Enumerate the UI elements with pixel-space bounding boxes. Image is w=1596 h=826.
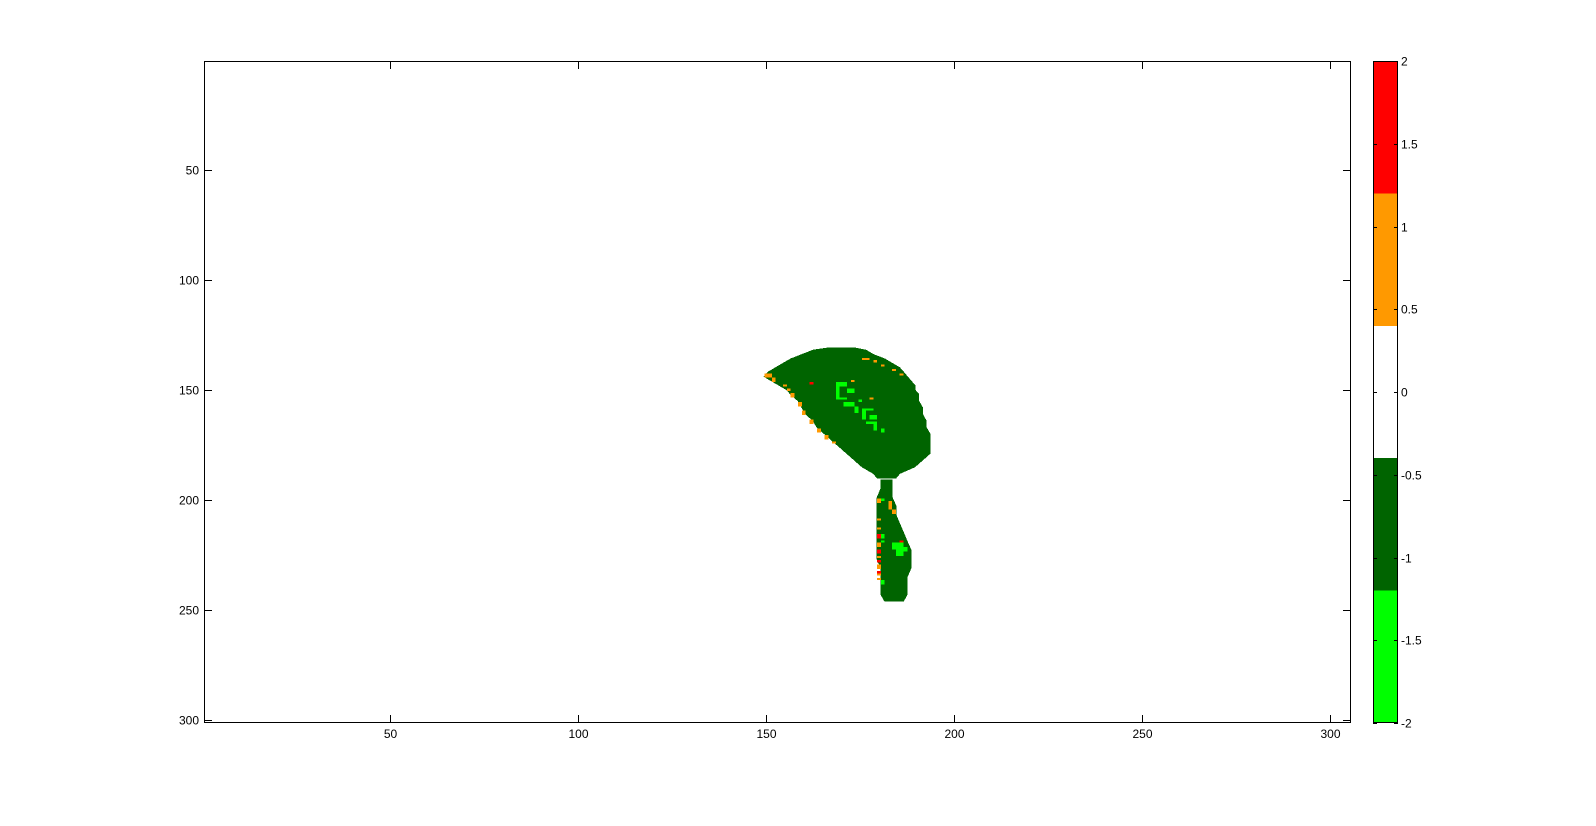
heatmap-cell <box>877 533 881 539</box>
heatmap-cell <box>899 373 904 376</box>
heatmap-cell <box>880 364 885 367</box>
heatmap-cell <box>869 397 874 400</box>
heatmap-cell <box>880 533 885 539</box>
heatmap-cell <box>877 542 881 548</box>
colorbar-tick-label: 1.5 <box>1401 138 1418 152</box>
heatmap-cell <box>850 379 855 383</box>
heatmap-cell <box>880 498 885 501</box>
heatmap-cell <box>877 549 881 554</box>
y-tick-label: 100 <box>179 274 199 288</box>
heatmap-cell <box>877 573 881 576</box>
x-tick-label: 200 <box>944 727 964 741</box>
y-tick-label: 250 <box>179 604 199 618</box>
heatmap-cell <box>854 406 859 413</box>
heatmap-cell <box>880 428 885 433</box>
heatmap-cell <box>835 397 848 400</box>
heatmap-cell <box>877 564 881 569</box>
colorbar-tick-label: -1 <box>1401 552 1412 566</box>
heatmap-cell <box>903 547 908 552</box>
heatmap-cell <box>892 542 904 550</box>
heatmap-cell <box>843 401 855 407</box>
x-tick-label: 150 <box>756 727 776 741</box>
heatmap-cell <box>771 377 776 383</box>
axes-box <box>204 61 1351 723</box>
heatmap-cell <box>877 498 881 504</box>
heatmap-cell <box>798 401 802 407</box>
colorbar-band <box>1373 590 1398 723</box>
colorbar-tick-label: -2 <box>1401 717 1412 731</box>
heatmap-plot-area <box>763 347 931 602</box>
heatmap-cell <box>817 428 821 433</box>
heatmap-cell <box>862 410 866 420</box>
heatmap-cell <box>877 571 881 574</box>
heatmap-cell <box>877 560 881 563</box>
heatmap-cell <box>873 423 878 431</box>
heatmap-cell <box>858 399 863 402</box>
heatmap-cell <box>869 415 878 420</box>
heatmap-cell <box>786 388 791 391</box>
heatmap-region-stem <box>876 479 912 602</box>
x-tick-label: 100 <box>568 727 588 741</box>
heatmap-region-main-lobe <box>763 347 931 479</box>
heatmap-cell <box>873 360 878 363</box>
colorbar-band <box>1373 61 1398 194</box>
x-tick-label: 250 <box>1132 727 1152 741</box>
heatmap-cell <box>892 368 896 372</box>
y-tick-label: 300 <box>179 714 199 728</box>
heatmap-cell <box>888 500 893 510</box>
heatmap-cell <box>835 386 840 398</box>
x-tick-label: 50 <box>384 727 398 741</box>
y-tick-label: 50 <box>186 164 200 178</box>
heatmap-cell <box>801 410 806 416</box>
colorbar-tick-label: -1.5 <box>1401 634 1422 648</box>
heatmap-cell <box>877 555 881 559</box>
heatmap-cell <box>835 382 848 387</box>
colorbar-band <box>1373 458 1398 591</box>
y-tick-label: 150 <box>179 384 199 398</box>
colorbar-tick-label: 0.5 <box>1401 303 1418 317</box>
heatmap-cell <box>790 393 795 398</box>
heatmap-cell <box>880 540 885 543</box>
heatmap-axes: 50 100 150 200 250 300 50 100 150 200 250 300 <box>179 61 1351 741</box>
heatmap-cell <box>865 421 878 424</box>
colorbar-tick-label: 2 <box>1401 55 1408 69</box>
heatmap-cell <box>847 388 855 394</box>
colorbar-tick-label: 0 <box>1401 386 1408 400</box>
heatmap-cell <box>764 373 772 378</box>
heatmap-cell <box>862 408 874 411</box>
colorbar-tick-label: 1 <box>1401 221 1408 235</box>
heatmap-cell <box>824 434 829 440</box>
heatmap-cell <box>809 382 814 385</box>
heatmap-cell <box>896 549 904 556</box>
heatmap-cell <box>877 577 881 580</box>
heatmap-cell <box>809 419 814 424</box>
heatmap-cell <box>880 580 885 585</box>
y-tick-label: 200 <box>179 494 199 508</box>
colorbar: 2 1.5 1 0.5 0 -0.5 -1 -1.5 -2 <box>1373 55 1422 731</box>
colorbar-band <box>1373 325 1398 459</box>
x-tick-label: 300 <box>1320 727 1340 741</box>
heatmap-cell <box>877 527 881 530</box>
colorbar-tick-label: -0.5 <box>1401 469 1422 483</box>
colorbar-band <box>1373 193 1398 326</box>
heatmap-cell <box>862 357 870 361</box>
heatmap-cell <box>877 518 881 521</box>
heatmap-cell <box>832 441 836 444</box>
heatmap-cell <box>783 384 787 387</box>
heatmap-cell <box>892 509 896 515</box>
